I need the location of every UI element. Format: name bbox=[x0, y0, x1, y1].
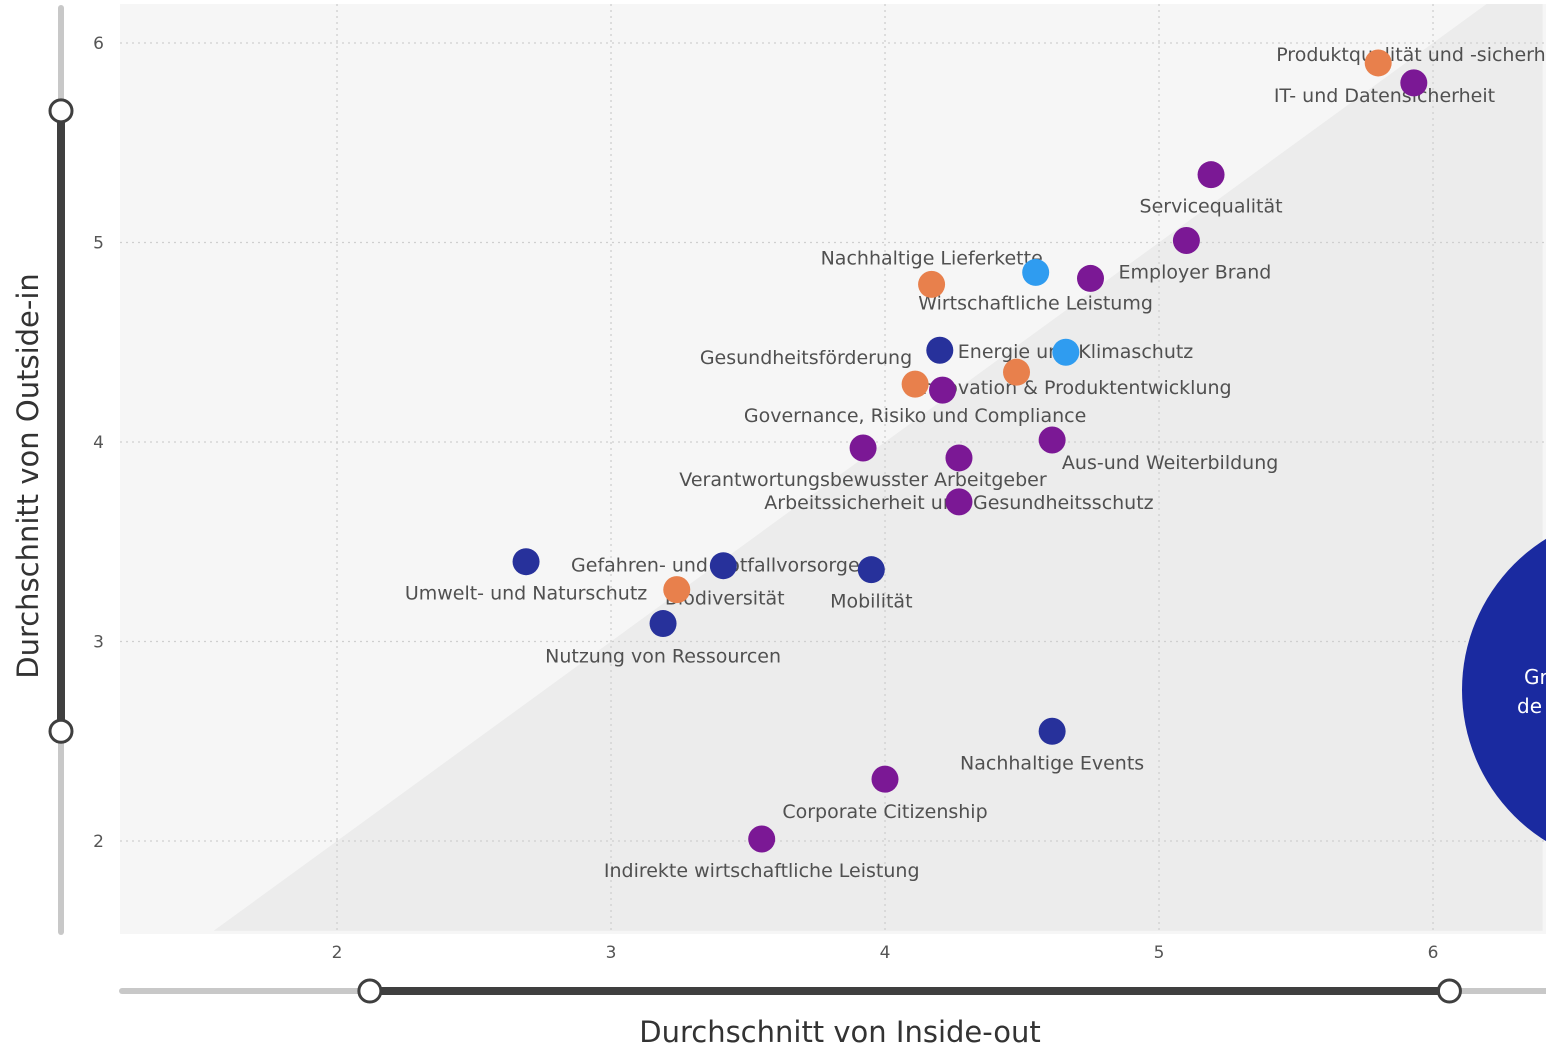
overlay-bubble-text-2: de bbox=[1517, 694, 1542, 718]
data-point[interactable] bbox=[649, 610, 677, 638]
point-labels: Produktqualität und -sicherheit IT- und D… bbox=[405, 44, 1546, 882]
overlay-bubble[interactable] bbox=[1462, 512, 1546, 868]
point-label: Nachhaltige Lieferkette bbox=[821, 247, 1043, 269]
x-axis-title: Durchschnitt von Inside-out bbox=[639, 1015, 1041, 1048]
y-tick-label: 5 bbox=[93, 234, 104, 254]
y-tick-label: 4 bbox=[93, 433, 104, 453]
data-points bbox=[512, 49, 1428, 853]
y-slider-handle-top[interactable] bbox=[48, 98, 74, 124]
point-label: Servicequalität bbox=[1140, 196, 1283, 218]
point-label: Produktqualität und -sicherheit bbox=[1276, 44, 1546, 66]
data-point[interactable] bbox=[663, 576, 691, 604]
point-label: Governance, Risiko und Compliance bbox=[744, 405, 1086, 427]
x-axis-ticks: 2 3 4 5 6 bbox=[332, 943, 1439, 963]
data-point[interactable] bbox=[918, 270, 946, 298]
y-tick-label: 3 bbox=[93, 633, 104, 653]
data-point[interactable] bbox=[1038, 717, 1066, 745]
data-point[interactable] bbox=[1052, 338, 1080, 366]
data-point[interactable] bbox=[929, 376, 957, 404]
point-label: Umwelt- und Naturschutz bbox=[405, 583, 647, 605]
data-point[interactable] bbox=[512, 548, 540, 576]
point-label: IT- und Datensicherheit bbox=[1274, 85, 1495, 107]
point-label: Biodiversität bbox=[665, 588, 785, 610]
data-point[interactable] bbox=[1077, 264, 1104, 292]
x-tick-label: 6 bbox=[1428, 943, 1439, 963]
point-label: Indirekte wirtschaftliche Leistung bbox=[604, 860, 920, 882]
diagonal-shading bbox=[213, 4, 1543, 931]
data-point[interactable] bbox=[1172, 227, 1200, 255]
data-point[interactable] bbox=[871, 765, 899, 793]
data-point[interactable] bbox=[1003, 358, 1031, 386]
point-label: Nutzung von Ressourcen bbox=[545, 646, 781, 668]
data-point[interactable] bbox=[857, 556, 885, 584]
y-axis-title: Durchschnitt von Outside-in bbox=[11, 273, 45, 679]
point-label: Innovation & Produktentwicklung bbox=[917, 377, 1232, 399]
data-point[interactable] bbox=[1400, 69, 1428, 97]
point-label: Gesundheitsförderung bbox=[700, 347, 912, 369]
horizontal-gridlines bbox=[120, 42, 1546, 842]
data-point[interactable] bbox=[709, 552, 737, 580]
y-tick-label: 2 bbox=[93, 832, 104, 852]
x-slider-handle-left[interactable] bbox=[357, 978, 383, 1004]
point-label: Mobilität bbox=[830, 591, 912, 613]
x-tick-label: 5 bbox=[1154, 943, 1165, 963]
x-range-slider[interactable] bbox=[119, 978, 1546, 1004]
x-tick-label: 2 bbox=[332, 943, 343, 963]
x-tick-label: 4 bbox=[880, 943, 891, 963]
y-axis-ticks: 2 3 4 5 6 bbox=[93, 34, 104, 852]
point-label: Employer Brand bbox=[1119, 261, 1272, 283]
data-point[interactable] bbox=[945, 488, 973, 516]
point-label: Corporate Citizenship bbox=[782, 801, 987, 823]
data-point[interactable] bbox=[849, 434, 877, 462]
data-point[interactable] bbox=[1197, 161, 1225, 189]
y-range-slider[interactable] bbox=[48, 5, 74, 935]
data-point[interactable] bbox=[945, 444, 973, 472]
data-point[interactable] bbox=[1022, 258, 1050, 286]
point-label: Wirtschaftliche Leistumg bbox=[918, 292, 1153, 314]
point-label: Nachhaltige Events bbox=[960, 752, 1144, 774]
point-label: Verantwortungsbewusster Arbeitgeber bbox=[679, 469, 1047, 491]
data-point[interactable] bbox=[926, 336, 954, 364]
data-point[interactable] bbox=[748, 825, 776, 853]
point-label: Aus-und Weiterbildung bbox=[1062, 452, 1278, 474]
x-slider-handle-right[interactable] bbox=[1436, 978, 1462, 1004]
y-slider-handle-bottom[interactable] bbox=[48, 718, 74, 744]
y-tick-label: 6 bbox=[93, 34, 104, 54]
data-point[interactable] bbox=[1364, 49, 1392, 77]
data-point[interactable] bbox=[901, 370, 929, 398]
x-tick-label: 3 bbox=[606, 943, 617, 963]
overlay-bubble-text-1: Gr bbox=[1524, 665, 1546, 689]
data-point[interactable] bbox=[1038, 426, 1066, 454]
